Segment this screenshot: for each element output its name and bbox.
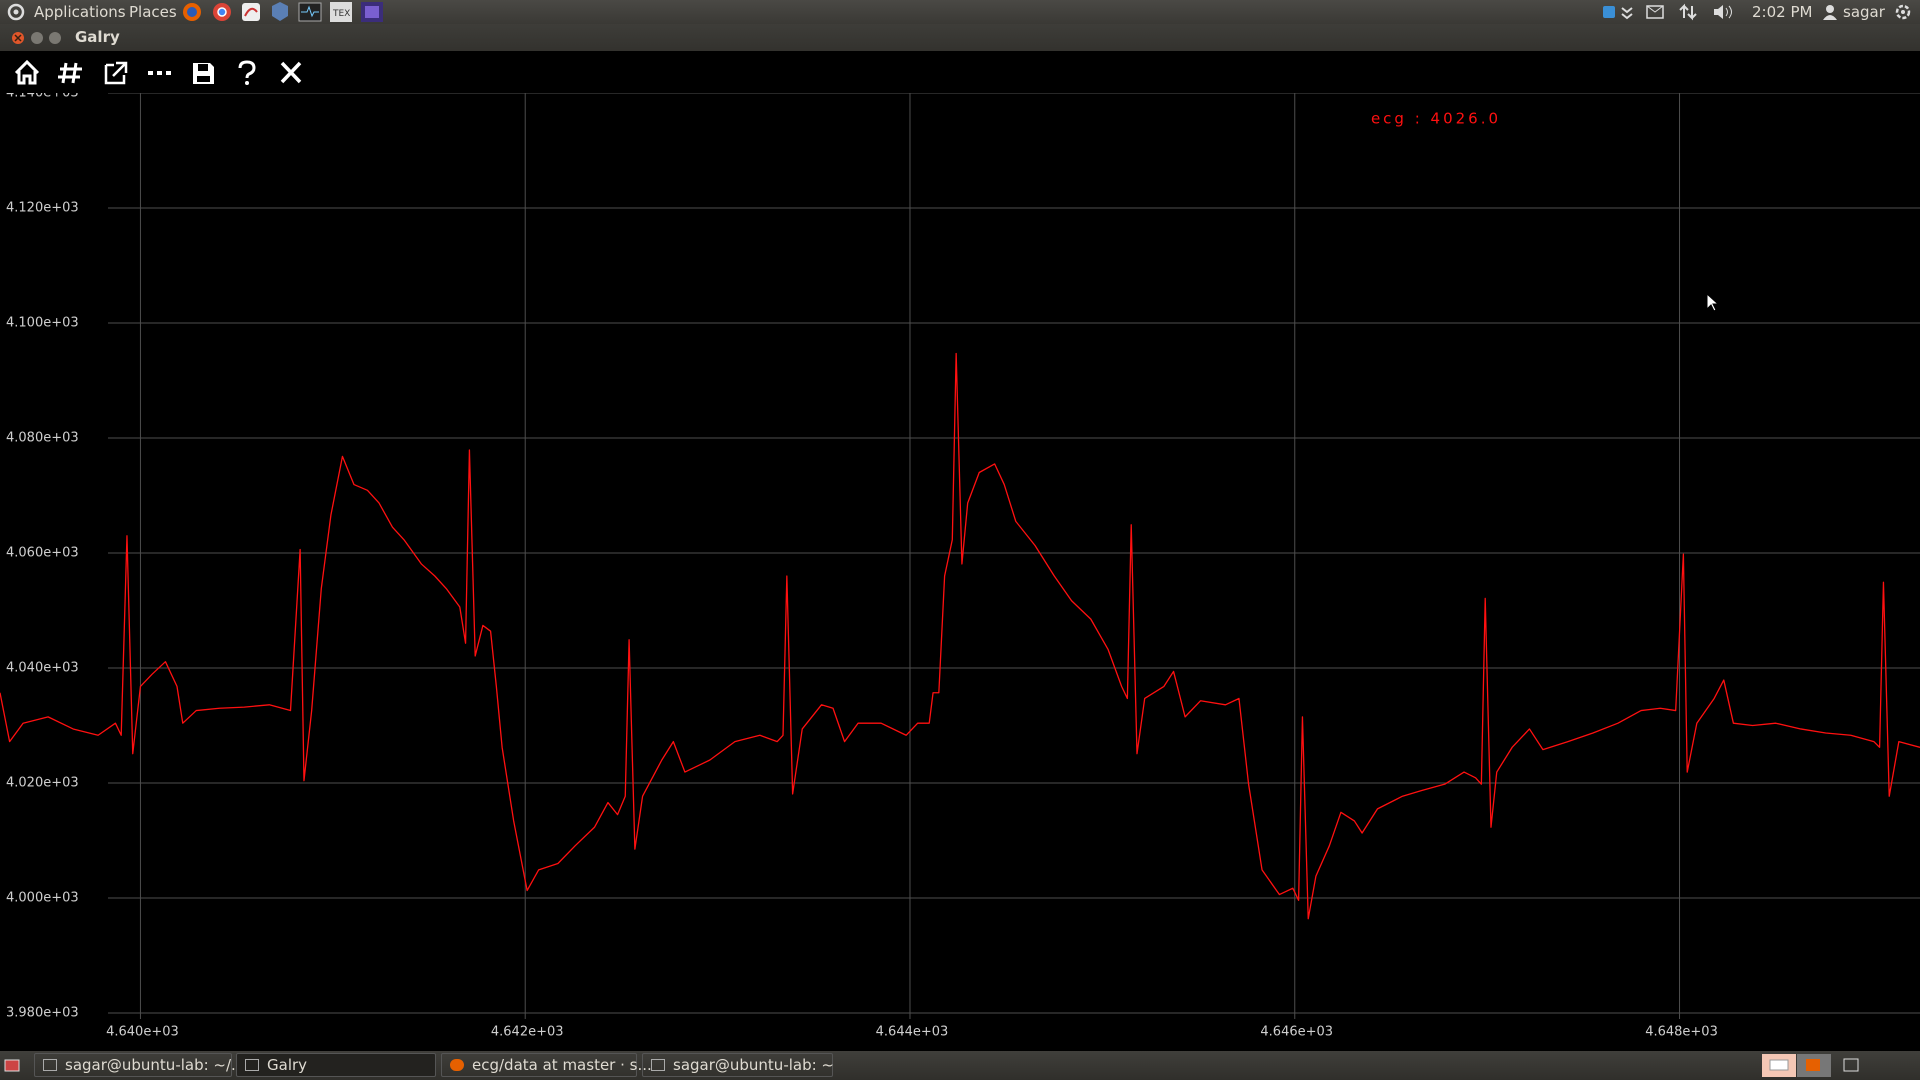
menu-applications[interactable]: Applications <box>34 3 126 21</box>
ecg-line <box>0 352 1920 920</box>
x-tick-label: 4.648e+03 <box>1645 1025 1718 1040</box>
power-icon[interactable] <box>1893 2 1913 22</box>
window-title: Galry <box>75 28 120 46</box>
popout-button[interactable] <box>104 61 128 85</box>
window-buttons[interactable] <box>8 24 78 51</box>
y-tick-label: 4.080e+03 <box>6 431 79 446</box>
help-button[interactable] <box>238 60 256 79</box>
workspace-switcher[interactable] <box>1760 1051 1860 1080</box>
home-button[interactable] <box>14 59 40 85</box>
title-bar: Galry <box>0 24 1920 51</box>
y-tick-label: 4.040e+03 <box>6 661 79 676</box>
task-button[interactable]: Galry <box>236 1053 436 1077</box>
mouse-cursor <box>1706 293 1720 312</box>
show-desktop[interactable] <box>2 1051 26 1080</box>
y-tick-label: 4.120e+03 <box>6 201 79 216</box>
x-tick-label: 4.644e+03 <box>876 1025 949 1040</box>
launcher-icons[interactable]: TEX <box>178 0 398 24</box>
y-tick-label: 4.060e+03 <box>6 546 79 561</box>
task-label: sagar@ubuntu-lab: ~/... <box>65 1056 246 1074</box>
ubuntu-logo[interactable] <box>5 1 27 23</box>
y-tick-label: 3.980e+03 <box>6 1006 79 1021</box>
plot-background <box>0 51 1920 1051</box>
y-tick-label: 4.020e+03 <box>6 776 79 791</box>
task-label: Galry <box>267 1056 308 1074</box>
y-tick-label: 4.000e+03 <box>6 891 79 906</box>
clock[interactable]: 2:02 PM <box>1752 3 1813 21</box>
task-button[interactable]: sagar@ubuntu-lab: ~ <box>642 1053 835 1077</box>
annotation: ecg : 4026.0 <box>1371 110 1501 128</box>
toolbar <box>0 51 1920 93</box>
y-tick-label: 4.100e+03 <box>6 316 79 331</box>
svg-text:TEX: TEX <box>332 9 350 19</box>
user-name[interactable]: sagar <box>1843 3 1885 21</box>
x-tick-label: 4.646e+03 <box>1260 1025 1333 1040</box>
task-button[interactable]: ecg/data at master · s... <box>441 1053 652 1077</box>
grid-button[interactable] <box>58 62 82 84</box>
task-label: sagar@ubuntu-lab: ~ <box>673 1056 835 1074</box>
user-icon <box>1823 5 1837 20</box>
tray-icons[interactable] <box>1600 0 1740 24</box>
menu-places[interactable]: Places <box>129 3 177 21</box>
top-panel: Applications Places TEX 2:02 PM sagar <box>0 0 1920 24</box>
x-tick-label: 4.640e+03 <box>106 1025 179 1040</box>
toolbar-icons <box>14 59 302 85</box>
chart: 3.980e+03 4.000e+03 4.020e+03 4.040e+03 4.06… <box>0 51 1920 1051</box>
close-button[interactable] <box>280 61 302 84</box>
taskbar: sagar@ubuntu-lab: ~/... Galry ecg/data a… <box>0 1051 1920 1080</box>
task-button[interactable]: sagar@ubuntu-lab: ~/... <box>34 1053 245 1077</box>
x-tick-label: 4.642e+03 <box>491 1025 564 1040</box>
task-label: ecg/data at master · s... <box>472 1056 652 1074</box>
